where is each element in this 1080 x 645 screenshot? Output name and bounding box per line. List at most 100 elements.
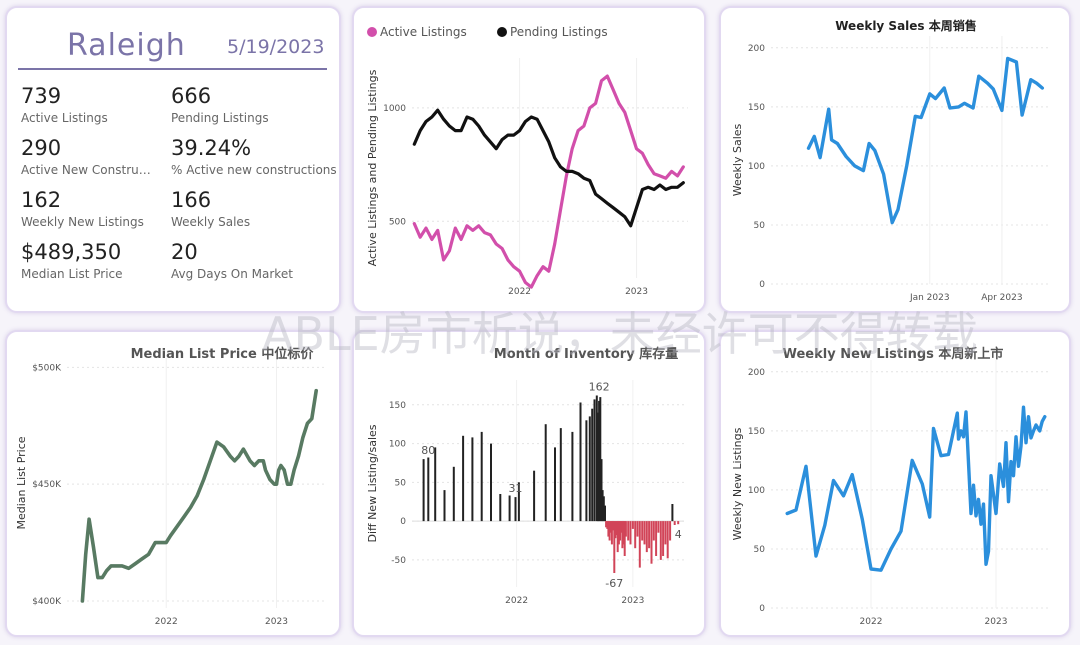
bar [655,521,658,556]
bar [554,447,556,522]
bar [517,482,520,522]
weekly-new-listings-chart: 0 50 100 150 200 2022 2023 Weekly New Listings W… [731,346,1051,627]
bar [604,505,606,522]
bar [443,490,446,522]
bar [627,521,630,541]
series-line [785,405,1047,572]
bar [427,457,430,522]
bar [471,437,474,522]
y-axis-label: Weekly Sales [731,123,744,196]
kpi-value-active-new-construction: 290 [21,136,62,160]
bar [623,521,626,556]
y-tick-label: 1000 [383,104,406,114]
bar [514,497,517,522]
x-tick-label: Apr 2023 [981,293,1022,303]
legend-marker [497,27,507,37]
kpi-label-median-list-price: Median List Price [21,267,123,281]
y-tick-label: 200 [748,44,765,54]
kpi-label-weekly-sales: Weekly Sales [171,215,251,229]
month-of-inventory-chart: -50 0 50 100 150 2022 2023 Diff New Listing/sal… [366,346,684,606]
y-tick-label: 100 [748,162,765,172]
x-tick-label: 2022 [155,617,178,627]
y-tick-label: 100 [748,486,765,496]
bar [601,490,604,522]
bar [606,521,609,529]
series-line [806,56,1044,225]
y-tick-label: 50 [754,221,766,231]
bar [631,521,634,529]
y-tick-label: $500K [32,363,62,373]
y-tick-label: 150 [389,401,406,411]
bar [662,521,665,556]
x-tick-label: 2023 [621,596,644,606]
bar [615,521,618,536]
kpi-card: Raleigh 5/19/2023 739 Active Listings 66… [5,6,341,313]
bar [650,521,653,564]
kpi-value-weekly-sales: 166 [171,188,212,212]
bar [620,521,623,533]
bar [614,521,617,539]
y-tick-label: 50 [395,478,407,488]
bar [677,521,680,525]
kpi-label-pending-listings: Pending Listings [171,111,269,125]
chart-title: Median List Price 中位标价 [131,346,315,362]
kpi-divider [18,68,327,70]
legend-label: Pending Listings [510,25,608,39]
bar [602,496,605,522]
bar [490,443,492,522]
bar [666,521,669,559]
bar [659,521,662,560]
bar [652,521,655,541]
bar [544,424,547,522]
month-of-inventory-card: -50 0 50 100 150 2022 2023 Diff New Listing/sal… [352,330,706,637]
weekly-sales-card: 0 50 100 150 200 Jan 2023 Apr 2023 Weekly Sales… [719,6,1071,313]
y-axis-label: Median List Price [15,436,28,529]
y-tick-label: 0 [759,604,765,614]
y-tick-label: 200 [748,368,765,378]
bar [452,466,455,522]
bar [600,459,603,522]
weekly-new-listings-card: 0 50 100 150 200 2022 2023 Weekly New Listings W… [719,330,1071,637]
kpi-label-active-listings: Active Listings [21,111,108,125]
legend-marker [367,27,377,37]
bar [671,504,674,522]
kpi-label-avg-days-on-market: Avg Days On Market [171,267,293,281]
bar [612,521,615,531]
bar [643,521,646,545]
bar [605,521,608,528]
bar [571,431,574,522]
active-pending-chart: 500 1000 2022 2023 Active Listings and Pendi… [366,25,688,297]
bar [617,521,620,545]
y-tick-label: 500 [389,217,406,227]
bar [673,521,676,525]
bar [508,495,511,522]
kpi-value-pct-active-new-construction: 39.24% [171,136,252,160]
data-label: 31 [508,482,522,495]
bar [610,521,613,545]
chart-title: Month of Inventory 库存量 [494,346,678,362]
bar [607,521,610,537]
y-tick-label: 100 [389,440,406,450]
kpi-value-median-list-price: $489,350 [21,240,122,264]
kpi-label-weekly-new-listings: Weekly New Listings [21,215,144,229]
y-axis-label: Diff New Listing/sales [366,424,379,542]
y-tick-label: $450K [32,480,62,490]
bar [621,521,624,549]
bar [598,400,601,522]
bar [462,435,465,522]
report-date: 5/19/2023 [227,36,325,58]
bar [579,402,582,522]
bar [648,521,651,549]
bar [624,521,627,537]
city-title: Raleigh [67,28,186,63]
y-tick-label: 0 [400,517,406,527]
bar [480,431,483,522]
bar [657,521,660,533]
bar [597,412,599,522]
bar [622,521,625,545]
kpi-label-pct-active-new-construction: % Active new constructions [171,163,337,177]
median-list-price-card: $400K $450K $500K 2022 2023 Median List Price… [5,330,341,637]
bar [585,420,588,522]
bar [669,521,672,541]
bar [636,521,639,537]
